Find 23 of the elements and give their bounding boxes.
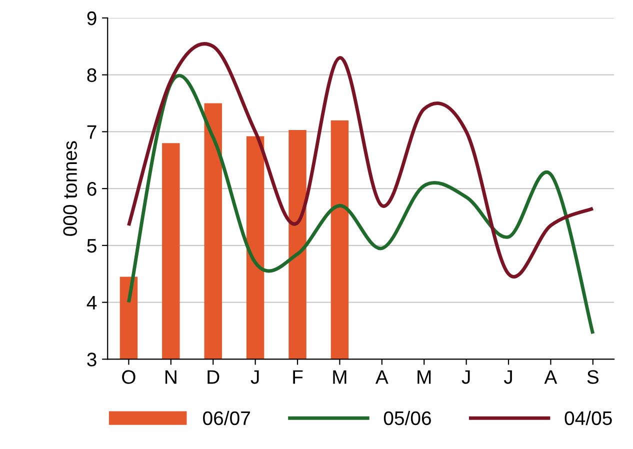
y-tick-label: 5 — [87, 239, 96, 253]
y-tick-label: 6 — [87, 182, 96, 196]
x-tick-label: M — [333, 370, 346, 384]
x-tick-label: O — [122, 370, 136, 384]
x-tick-label: N — [165, 370, 176, 384]
x-tick-label: S — [587, 370, 598, 384]
x-tick-label: D — [208, 370, 220, 384]
x-tick-label: J — [250, 370, 259, 384]
y-tick-label: 4 — [86, 296, 97, 310]
legend-label: 05/06 — [384, 410, 431, 426]
x-tick-label: F — [293, 370, 303, 384]
y-tick-label: 8 — [87, 68, 96, 82]
x-tick-label: J — [462, 370, 470, 384]
legend-label: 06/07 — [203, 410, 250, 426]
x-tick-label: A — [375, 370, 388, 384]
y-tick-label: 3 — [87, 352, 96, 366]
y-tick-label: 7 — [87, 125, 96, 139]
y-axis-title: 000 tonnes — [63, 141, 77, 236]
legend-label: 04/05 — [564, 410, 612, 426]
x-tick-label: M — [418, 370, 431, 384]
x-tick-label: A — [544, 370, 558, 384]
x-tick-label: J — [504, 370, 512, 384]
y-tick-label: 9 — [87, 11, 96, 26]
